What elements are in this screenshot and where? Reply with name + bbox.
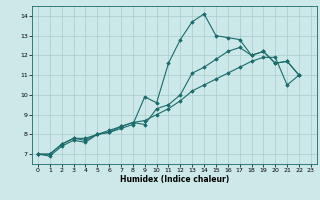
X-axis label: Humidex (Indice chaleur): Humidex (Indice chaleur) [120,175,229,184]
